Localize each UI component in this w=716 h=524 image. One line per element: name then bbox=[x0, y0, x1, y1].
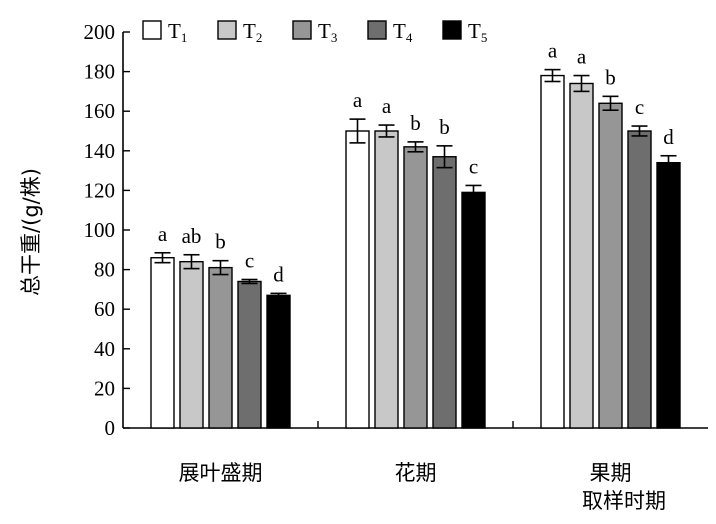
bar bbox=[627, 130, 652, 429]
significance-label: a bbox=[577, 45, 587, 69]
bar bbox=[374, 130, 399, 429]
significance-label: a bbox=[382, 94, 392, 118]
y-tick-label: 140 bbox=[84, 139, 116, 163]
x-category-label: 果期 bbox=[590, 461, 632, 485]
y-tick-label: 80 bbox=[94, 258, 115, 282]
legend-label: T1 bbox=[168, 19, 187, 45]
bar bbox=[179, 260, 204, 429]
significance-label: ab bbox=[182, 224, 202, 248]
significance-label: a bbox=[548, 39, 558, 63]
significance-label: c bbox=[245, 249, 254, 273]
bar bbox=[540, 74, 565, 429]
bar bbox=[208, 266, 233, 429]
significance-label: c bbox=[469, 154, 478, 178]
significance-label: d bbox=[663, 125, 674, 149]
bar bbox=[569, 82, 594, 429]
legend-swatch bbox=[442, 20, 462, 40]
significance-label: c bbox=[635, 95, 644, 119]
y-tick-label: 160 bbox=[84, 99, 116, 123]
x-category-label: 展叶盛期 bbox=[179, 461, 263, 485]
y-tick-label: 40 bbox=[94, 337, 115, 361]
significance-label: d bbox=[273, 262, 284, 286]
legend-label: T3 bbox=[318, 19, 337, 45]
significance-label: b bbox=[215, 230, 226, 254]
bar bbox=[403, 146, 428, 429]
bar bbox=[598, 102, 623, 429]
significance-label: b bbox=[410, 111, 421, 135]
bar bbox=[150, 257, 175, 429]
significance-label: a bbox=[158, 222, 168, 246]
legend-swatch bbox=[142, 20, 162, 40]
y-tick-label: 0 bbox=[105, 416, 116, 440]
significance-label: b bbox=[605, 65, 616, 89]
legend-swatch bbox=[217, 20, 237, 40]
x-category-label: 花期 bbox=[395, 461, 437, 485]
bar bbox=[656, 161, 681, 429]
y-tick-label: 20 bbox=[94, 376, 115, 400]
bar bbox=[266, 294, 291, 429]
bar bbox=[345, 130, 370, 429]
bar bbox=[432, 156, 457, 429]
significance-label: a bbox=[353, 88, 363, 112]
legend-swatch bbox=[292, 20, 312, 40]
x-axis-title: 取样时期 bbox=[582, 489, 666, 513]
significance-label: b bbox=[439, 115, 450, 139]
legend-label: T5 bbox=[468, 19, 487, 45]
y-tick-label: 120 bbox=[84, 178, 116, 202]
bar bbox=[461, 191, 486, 429]
y-tick-label: 200 bbox=[84, 20, 116, 44]
bar bbox=[237, 280, 262, 429]
legend: T1 T2 T3 T4 T5 bbox=[142, 19, 487, 45]
legend-label: T4 bbox=[393, 19, 413, 45]
y-tick-label: 180 bbox=[84, 60, 116, 84]
y-tick-label: 100 bbox=[84, 218, 116, 242]
legend-label: T2 bbox=[243, 19, 262, 45]
y-tick-label: 60 bbox=[94, 297, 115, 321]
legend-swatch bbox=[367, 20, 387, 40]
y-axis-title: 总干重/(g/株) bbox=[19, 168, 43, 296]
